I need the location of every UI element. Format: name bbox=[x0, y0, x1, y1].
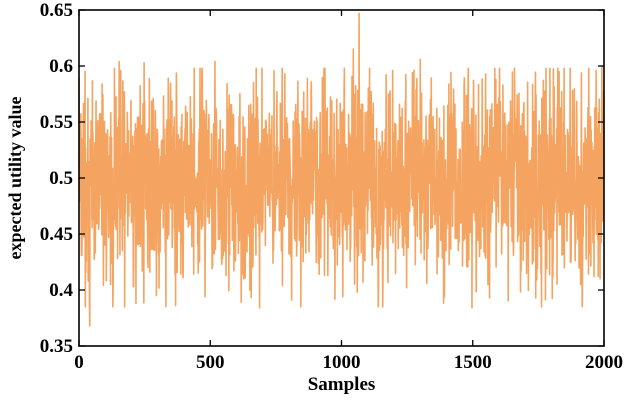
y-tick-label: 0.4 bbox=[49, 280, 73, 301]
y-tick-label: 0.5 bbox=[49, 168, 73, 189]
x-tick-label: 2000 bbox=[585, 352, 623, 373]
y-tick-label: 0.45 bbox=[40, 224, 73, 245]
x-tick-label: 1000 bbox=[323, 352, 361, 373]
y-tick-label: 0.6 bbox=[49, 56, 73, 77]
y-axis: 0.35 0.4 0.45 0.5 0.55 0.6 0.65 bbox=[40, 0, 604, 357]
y-tick-label: 0.65 bbox=[40, 0, 73, 21]
y-tick-label: 0.35 bbox=[40, 336, 73, 357]
x-axis-label: Samples bbox=[308, 374, 376, 395]
y-axis-label: expected utility value bbox=[5, 97, 25, 260]
x-tick-label: 500 bbox=[196, 352, 225, 373]
series-group bbox=[78, 12, 605, 327]
x-tick-label: 1500 bbox=[454, 352, 492, 373]
x-axis: 0 500 1000 1500 2000 bbox=[74, 10, 623, 373]
x-tick-label: 0 bbox=[74, 352, 84, 373]
y-tick-label: 0.55 bbox=[40, 112, 73, 133]
series-line bbox=[78, 12, 605, 327]
